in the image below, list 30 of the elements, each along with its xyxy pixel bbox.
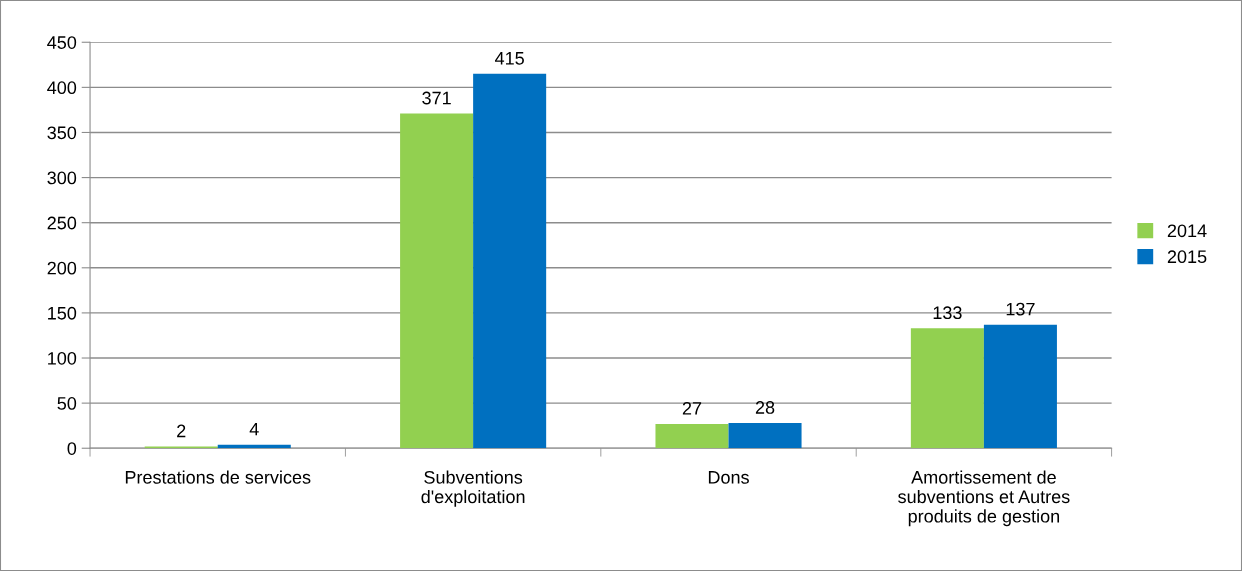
bar [728,422,802,449]
data-label: 27 [682,401,702,415]
bar [655,423,729,449]
y-tick-label: 350 [47,126,77,140]
x-tick-label: Subventions d'exploitation [421,470,525,507]
y-tick-label: 450 [47,36,77,49]
data-label: 2 [177,424,186,438]
data-label: 371 [422,91,451,105]
bar [983,324,1057,449]
data-label: 137 [1006,302,1035,316]
y-tick-label: 0 [67,442,77,455]
data-label: 133 [933,306,962,320]
y-tick-label: 300 [47,171,77,185]
y-tick-label: 100 [48,351,77,365]
y-tick-label: 250 [47,216,77,230]
y-tick-label: 150 [48,306,77,320]
y-tick-label: 200 [47,261,77,275]
bar [473,73,547,449]
y-tick-label: 50 [57,397,77,410]
data-label: 415 [495,52,524,65]
x-tick-label: Prestations de services [125,470,311,484]
legend-label: 2015 [1167,250,1207,264]
legend-label: 2014 [1167,224,1207,238]
bar [910,328,984,449]
x-tick-label: Dons [708,471,749,484]
y-tick-label: 400 [47,81,77,95]
data-label: 4 [249,422,259,436]
data-label: 28 [755,401,775,414]
bar [400,113,474,449]
x-tick-label: Amortissement de subventions et Autres produits de gestion [898,470,1070,527]
